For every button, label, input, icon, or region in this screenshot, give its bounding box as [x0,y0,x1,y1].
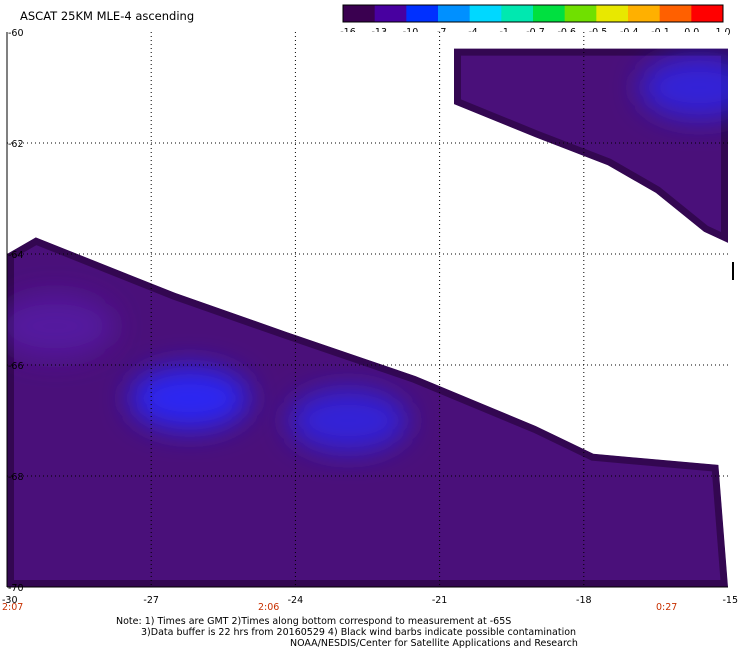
time-label: 2:07 [2,602,23,613]
longitude-label: -24 [288,595,304,606]
colorbar-cell [501,5,534,22]
colorbar-cells [343,5,724,22]
longitude-label: -15 [722,595,738,606]
colorbar-cell [406,5,439,22]
wind-region [129,366,250,431]
footer-note-line1: Note: 1) Times are GMT 2)Times along bot… [116,616,511,627]
colorbar-cell [374,5,407,22]
grid-lines [7,32,728,587]
latitude-label: -62 [8,139,24,150]
colorbar-cell [628,5,661,22]
colorbar-cell [343,5,376,22]
longitude-label: -30 [2,595,18,606]
longitude-labels: -30 -27 -24 -21 -18 -15 [2,595,738,606]
wind-region [7,294,116,359]
longitude-label: -21 [432,595,448,606]
colorbar-cell [659,5,692,22]
colorbar-cell [438,5,471,22]
footer-note-line2: 3)Data buffer is 22 hrs from 20160529 4)… [141,627,576,638]
footer-note-line3: NOAA/NESDIS/Center for Satellite Applica… [290,638,578,649]
colorbar-cell [691,5,724,22]
longitude-label: -18 [576,595,592,606]
latitude-label: -60 [8,28,24,39]
latitude-label: -68 [8,472,24,483]
colorbar-cell [564,5,597,22]
map-plot [7,32,728,587]
colorbar-cell [533,5,566,22]
wind-region [288,388,409,453]
swath-edge [454,48,728,243]
latitude-labels: -60 -62 -64 -66 -68 -70 [8,28,24,594]
colorbar-cell [469,5,502,22]
longitude-label: -27 [143,595,159,606]
latitude-label: -64 [8,250,24,261]
colorbar-frame [342,4,724,23]
latitude-label: -70 [8,583,24,594]
swath-northeast [454,48,728,243]
time-label: 0:27 [656,602,677,613]
latitude-label: -66 [8,361,24,372]
time-label: 2:06 [258,602,279,613]
time-labels: 2:07 2:06 0:27 [2,602,677,613]
colorbar-cell [596,5,629,22]
wind-region [639,55,728,120]
map-title: ASCAT 25KM MLE-4 ascending [20,9,194,23]
